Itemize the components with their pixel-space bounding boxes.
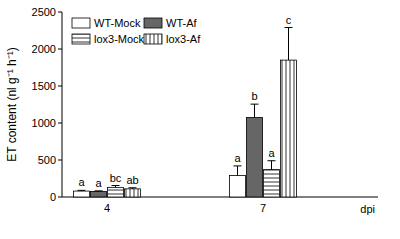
- bar: [281, 60, 297, 197]
- y-tick-label: 2500: [32, 6, 56, 18]
- y-tick: [58, 160, 62, 161]
- bar: [74, 191, 90, 197]
- chart: 0 500 1000 1500 2000 2500 ET content (nl g⁻¹ h…: [0, 0, 400, 239]
- error-bar: [288, 28, 289, 61]
- error-cap: [234, 165, 242, 166]
- bar: [108, 187, 124, 197]
- bar: [230, 176, 246, 197]
- bar: [247, 117, 263, 197]
- y-tick-label: 2000: [32, 43, 56, 55]
- annotation: b: [251, 90, 257, 102]
- error-cap: [112, 185, 120, 186]
- error-bar: [254, 104, 255, 117]
- legend-swatch: [72, 34, 90, 44]
- y-tick: [58, 123, 62, 124]
- legend: WT-Mock WT-Af lox3-Mock lox3-Af: [72, 17, 201, 45]
- error-cap: [129, 187, 137, 188]
- annotation: a: [95, 177, 102, 189]
- y-tick-label: 500: [38, 154, 56, 166]
- y-axis-label: ET content (nl g⁻¹ h⁻¹): [5, 47, 19, 162]
- x-axis-label: dpi: [360, 203, 375, 215]
- error-cap: [268, 160, 276, 161]
- y-tick: [58, 12, 62, 13]
- legend-swatch: [144, 18, 162, 28]
- error-cap: [95, 190, 103, 191]
- bar: [91, 191, 107, 197]
- annotation: a: [78, 176, 85, 188]
- legend-label: WT-Mock: [94, 17, 141, 29]
- x-tick-label: 7: [260, 202, 266, 214]
- y-tick: [58, 49, 62, 50]
- annotation: ab: [126, 174, 138, 186]
- annotation: a: [234, 152, 241, 164]
- annotation: a: [268, 147, 275, 159]
- y-tick-label: 0: [50, 191, 56, 203]
- y-tick: [58, 86, 62, 87]
- y-tick: [58, 197, 62, 198]
- y-tick-label: 1000: [32, 117, 56, 129]
- bar: [125, 189, 141, 197]
- error-cap: [251, 104, 259, 105]
- bar: [264, 170, 280, 197]
- annotation: c: [286, 14, 292, 26]
- legend-swatch: [72, 18, 90, 28]
- x-tick-label: 4: [104, 202, 110, 214]
- annotation: bc: [110, 172, 122, 184]
- error-cap: [78, 190, 86, 191]
- error-cap: [285, 27, 293, 28]
- legend-label: WT-Af: [166, 17, 197, 29]
- error-bar: [271, 161, 272, 170]
- legend-label: lox3-Af: [166, 33, 201, 45]
- y-tick-label: 1500: [32, 80, 56, 92]
- legend-label: lox3-Mock: [94, 33, 145, 45]
- y-axis: [62, 12, 63, 197]
- error-bar: [237, 166, 238, 176]
- legend-swatch: [144, 34, 162, 44]
